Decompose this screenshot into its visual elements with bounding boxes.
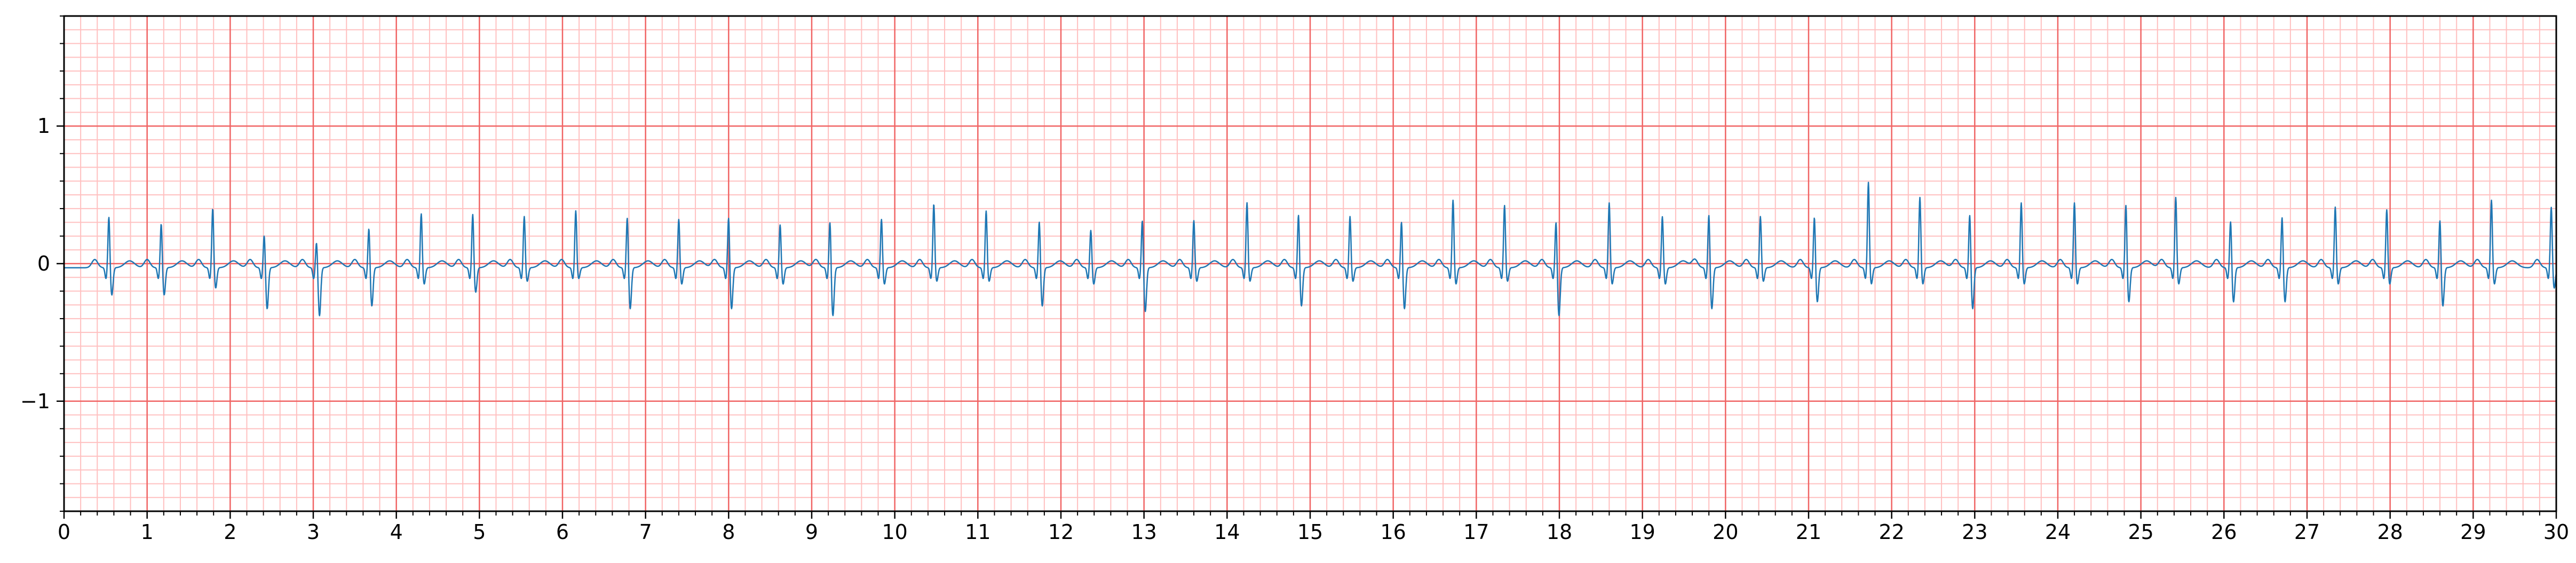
y-tick-label: −1 — [20, 390, 50, 413]
x-tick-label: 11 — [965, 520, 990, 544]
x-tick-label: 20 — [1713, 520, 1738, 544]
x-tick-label: 23 — [1962, 520, 1987, 544]
x-tick-label: 24 — [2045, 520, 2071, 544]
x-tick-label: 3 — [307, 520, 320, 544]
x-tick-label: 22 — [1879, 520, 1904, 544]
x-tick-label: 28 — [2377, 520, 2403, 544]
x-tick-label: 0 — [58, 520, 70, 544]
x-tick-label: 14 — [1214, 520, 1240, 544]
x-tick-label: 10 — [882, 520, 907, 544]
x-tick-label: 26 — [2211, 520, 2237, 544]
x-tick-label: 19 — [1629, 520, 1655, 544]
ecg-series-line — [64, 181, 2557, 316]
x-axis: 0 1 2 3 4 5 6 7 8 9 10 11 12 13 14 15 16 17 18 19 20 21 22 23 24… — [58, 511, 2569, 544]
x-tick-label: 6 — [556, 520, 569, 544]
x-tick-label: 8 — [722, 520, 735, 544]
x-tick-label: 21 — [1796, 520, 1821, 544]
x-tick-label: 4 — [390, 520, 403, 544]
x-tick-label: 13 — [1131, 520, 1156, 544]
x-tick-label: 2 — [224, 520, 236, 544]
x-tick-label: 16 — [1380, 520, 1406, 544]
x-tick-label: 12 — [1048, 520, 1074, 544]
y-tick-label: 0 — [37, 252, 50, 275]
x-tick-label: 7 — [639, 520, 652, 544]
x-tick-label: 18 — [1547, 520, 1572, 544]
x-tick-label: 29 — [2460, 520, 2486, 544]
x-tick-label: 5 — [473, 520, 486, 544]
x-tick-label: 27 — [2294, 520, 2320, 544]
y-axis: −1 0 1 — [20, 15, 64, 512]
x-tick-label: 25 — [2128, 520, 2153, 544]
series-layer — [64, 181, 2557, 316]
x-tick-label: 15 — [1297, 520, 1323, 544]
x-tick-label: 17 — [1463, 520, 1489, 544]
x-tick-label: 30 — [2543, 520, 2569, 544]
x-tick-label: 1 — [141, 520, 154, 544]
y-tick-label: 1 — [37, 114, 50, 138]
x-tick-label: 9 — [805, 520, 818, 544]
